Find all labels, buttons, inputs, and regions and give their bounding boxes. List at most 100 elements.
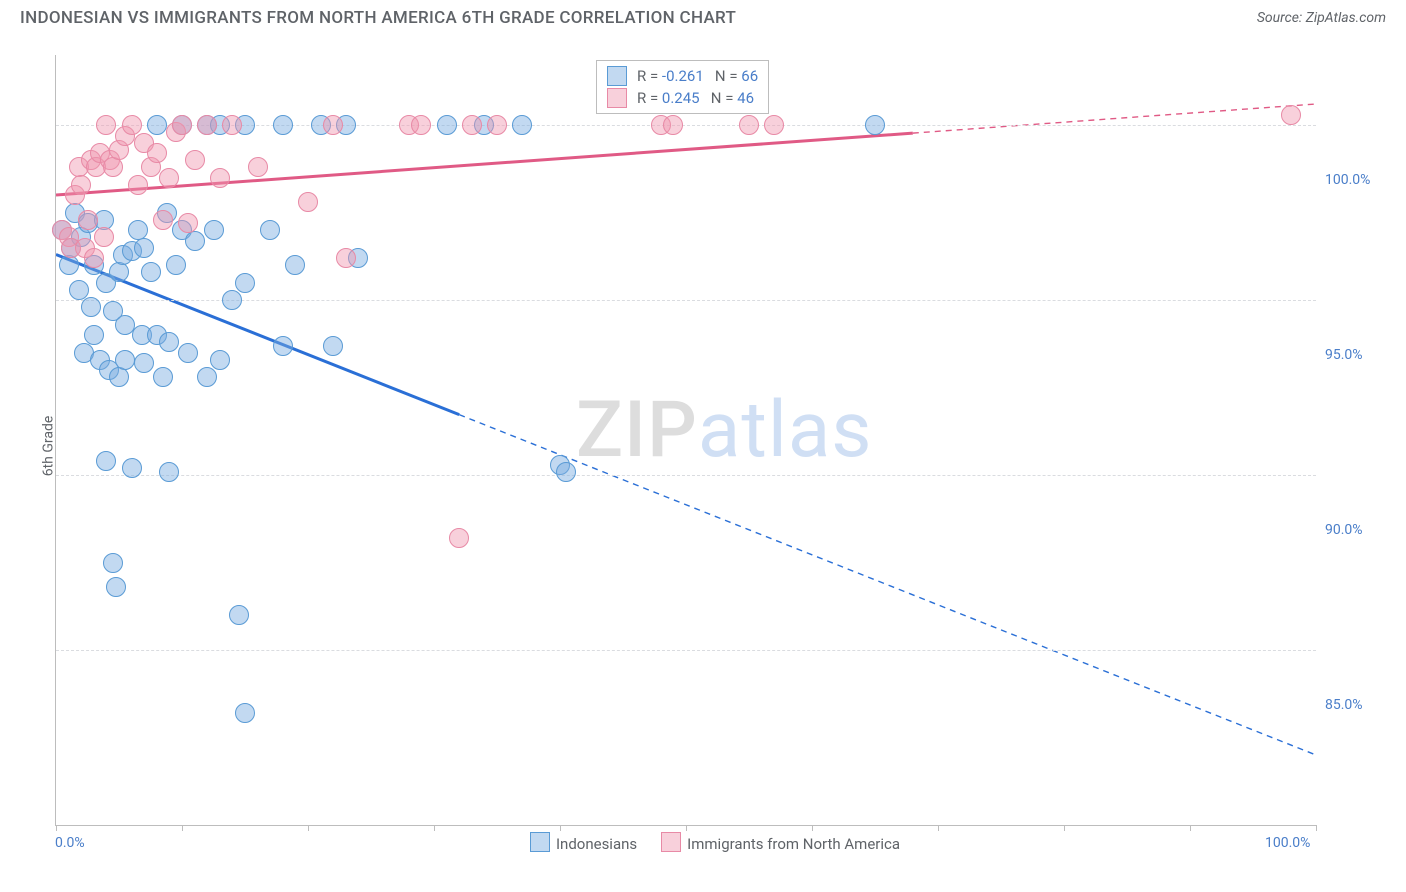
legend-stats: R = -0.261 N = 66 bbox=[637, 67, 758, 85]
plot-region: ZIPatlas R = -0.261 N = 66 R = 0.245 N = … bbox=[55, 55, 1316, 826]
scatter-point bbox=[166, 255, 186, 275]
scatter-point bbox=[487, 115, 507, 135]
scatter-point bbox=[229, 605, 249, 625]
scatter-point bbox=[153, 210, 173, 230]
scatter-point bbox=[185, 150, 205, 170]
legend-stats: R = 0.245 N = 46 bbox=[637, 89, 754, 107]
legend-swatch bbox=[607, 88, 627, 108]
scatter-point bbox=[172, 115, 192, 135]
legend-swatch bbox=[530, 832, 550, 852]
scatter-point bbox=[273, 115, 293, 135]
scatter-point bbox=[128, 175, 148, 195]
scatter-point bbox=[84, 248, 104, 268]
scatter-point bbox=[115, 350, 135, 370]
scatter-point bbox=[235, 273, 255, 293]
gridline bbox=[56, 300, 1316, 301]
gridline bbox=[56, 650, 1316, 651]
scatter-point bbox=[159, 168, 179, 188]
scatter-point bbox=[103, 553, 123, 573]
y-tick-label: 85.0% bbox=[1325, 697, 1363, 713]
scatter-point bbox=[323, 336, 343, 356]
y-tick-label: 90.0% bbox=[1325, 522, 1363, 538]
scatter-point bbox=[147, 115, 167, 135]
scatter-point bbox=[122, 115, 142, 135]
correlation-legend: R = -0.261 N = 66 R = 0.245 N = 46 bbox=[596, 60, 769, 114]
scatter-point bbox=[556, 462, 576, 482]
scatter-point bbox=[512, 115, 532, 135]
legend-row: R = 0.245 N = 46 bbox=[607, 87, 758, 109]
x-tick bbox=[182, 825, 183, 831]
y-axis-label: 6th Grade bbox=[40, 416, 56, 477]
legend-series-label: Indonesians bbox=[556, 835, 637, 853]
scatter-point bbox=[298, 192, 318, 212]
scatter-point bbox=[462, 115, 482, 135]
scatter-point bbox=[159, 462, 179, 482]
scatter-point bbox=[71, 175, 91, 195]
x-tick bbox=[56, 825, 57, 831]
watermark: ZIPatlas bbox=[576, 385, 873, 476]
x-tick bbox=[308, 825, 309, 831]
watermark-part1: ZIP bbox=[576, 385, 698, 476]
y-tick-label: 95.0% bbox=[1325, 347, 1363, 363]
watermark-part2: atlas bbox=[698, 385, 873, 476]
scatter-point bbox=[336, 248, 356, 268]
x-tick bbox=[686, 825, 687, 831]
x-tick bbox=[1064, 825, 1065, 831]
scatter-point bbox=[273, 336, 293, 356]
scatter-point bbox=[204, 220, 224, 240]
gridline bbox=[56, 475, 1316, 476]
scatter-point bbox=[210, 168, 230, 188]
scatter-point bbox=[449, 528, 469, 548]
scatter-point bbox=[59, 255, 79, 275]
scatter-point bbox=[106, 577, 126, 597]
x-tick bbox=[938, 825, 939, 831]
scatter-point bbox=[134, 238, 154, 258]
scatter-point bbox=[103, 157, 123, 177]
scatter-point bbox=[153, 367, 173, 387]
scatter-point bbox=[78, 210, 98, 230]
scatter-point bbox=[185, 231, 205, 251]
scatter-point bbox=[865, 115, 885, 135]
scatter-point bbox=[141, 262, 161, 282]
scatter-point bbox=[222, 115, 242, 135]
legend-row: R = -0.261 N = 66 bbox=[607, 65, 758, 87]
scatter-point bbox=[109, 367, 129, 387]
x-tick bbox=[434, 825, 435, 831]
scatter-point bbox=[81, 297, 101, 317]
x-tick bbox=[1190, 825, 1191, 831]
scatter-point bbox=[411, 115, 431, 135]
scatter-point bbox=[134, 353, 154, 373]
scatter-point bbox=[323, 115, 343, 135]
scatter-point bbox=[96, 451, 116, 471]
x-tick bbox=[560, 825, 561, 831]
scatter-point bbox=[178, 343, 198, 363]
scatter-point bbox=[663, 115, 683, 135]
scatter-point bbox=[739, 115, 759, 135]
legend-swatch bbox=[661, 832, 681, 852]
scatter-point bbox=[69, 280, 89, 300]
legend-swatch bbox=[607, 66, 627, 86]
chart-title: INDONESIAN VS IMMIGRANTS FROM NORTH AMER… bbox=[20, 8, 736, 28]
scatter-point bbox=[235, 703, 255, 723]
scatter-point bbox=[84, 325, 104, 345]
y-tick-label: 100.0% bbox=[1325, 172, 1370, 188]
scatter-point bbox=[122, 458, 142, 478]
x-tick bbox=[1316, 825, 1317, 831]
scatter-point bbox=[260, 220, 280, 240]
scatter-point bbox=[178, 213, 198, 233]
x-tick bbox=[812, 825, 813, 831]
scatter-point bbox=[147, 143, 167, 163]
scatter-point bbox=[96, 115, 116, 135]
scatter-point bbox=[1281, 105, 1301, 125]
scatter-point bbox=[94, 227, 114, 247]
chart-area: ZIPatlas R = -0.261 N = 66 R = 0.245 N = … bbox=[55, 55, 1375, 825]
scatter-point bbox=[285, 255, 305, 275]
scatter-point bbox=[248, 157, 268, 177]
series-legend: Indonesians Immigrants from North America bbox=[0, 832, 1406, 853]
legend-series-label: Immigrants from North America bbox=[687, 835, 900, 853]
scatter-point bbox=[159, 332, 179, 352]
scatter-point bbox=[197, 367, 217, 387]
scatter-point bbox=[210, 350, 230, 370]
scatter-point bbox=[764, 115, 784, 135]
scatter-point bbox=[437, 115, 457, 135]
